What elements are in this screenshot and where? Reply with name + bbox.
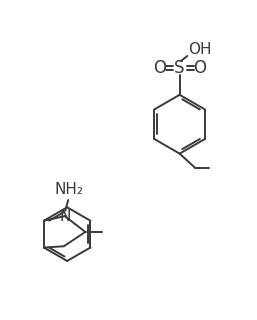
Text: NH₂: NH₂ [54, 182, 83, 197]
Text: S: S [174, 59, 185, 77]
Text: N: N [59, 209, 71, 224]
Text: OH: OH [189, 42, 212, 57]
Text: O: O [193, 59, 206, 77]
Text: O: O [153, 59, 166, 77]
